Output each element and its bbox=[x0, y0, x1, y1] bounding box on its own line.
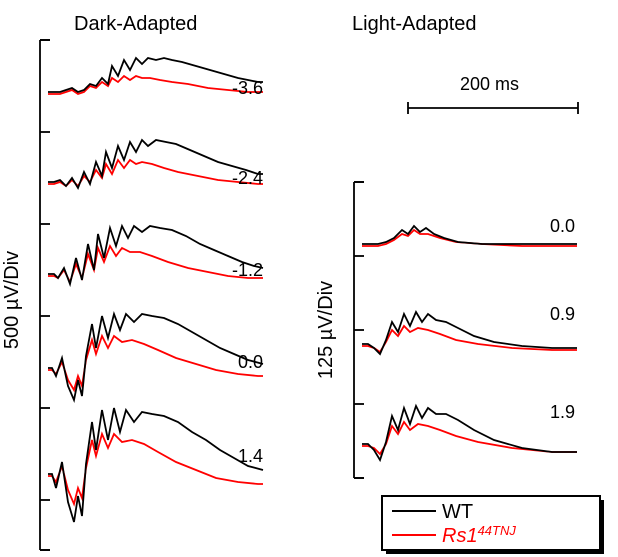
right-trace-1-label: 0.9 bbox=[550, 304, 575, 324]
left-y-axis-label: 500 µV/Div bbox=[1, 251, 23, 349]
right-trace-0-label: 0.0 bbox=[550, 216, 575, 236]
left-trace-4-label: 1.4 bbox=[238, 446, 263, 466]
left-trace-1-label: -2.4 bbox=[232, 168, 263, 188]
left-trace-2-label: -1.2 bbox=[232, 260, 263, 280]
left-trace-3-label: 0.0 bbox=[238, 352, 263, 372]
left-panel-title: Dark-Adapted bbox=[74, 13, 197, 35]
left-trace-0-wt bbox=[48, 58, 263, 92]
right-trace-2-label: 1.9 bbox=[550, 402, 575, 422]
left-trace-2-wt bbox=[48, 226, 263, 284]
left-trace-4-rs1 bbox=[48, 434, 263, 504]
scalebar-label: 200 ms bbox=[460, 74, 519, 94]
right-trace-2-wt bbox=[362, 406, 577, 460]
left-trace-0-label: -3.6 bbox=[232, 78, 263, 98]
left-trace-4-wt bbox=[48, 408, 263, 522]
right-y-axis-label: 125 µV/Div bbox=[315, 281, 337, 379]
left-trace-3-wt bbox=[48, 314, 263, 400]
legend-label-0: WT bbox=[442, 501, 473, 523]
right-trace-0-wt bbox=[362, 226, 577, 244]
right-panel-title: Light-Adapted bbox=[352, 13, 477, 35]
left-trace-3-rs1 bbox=[48, 336, 263, 390]
erg-figure: Dark-Adapted 500 µV/Div -3.6 -2.4 -1.2 0.0 1.4… bbox=[0, 0, 618, 557]
